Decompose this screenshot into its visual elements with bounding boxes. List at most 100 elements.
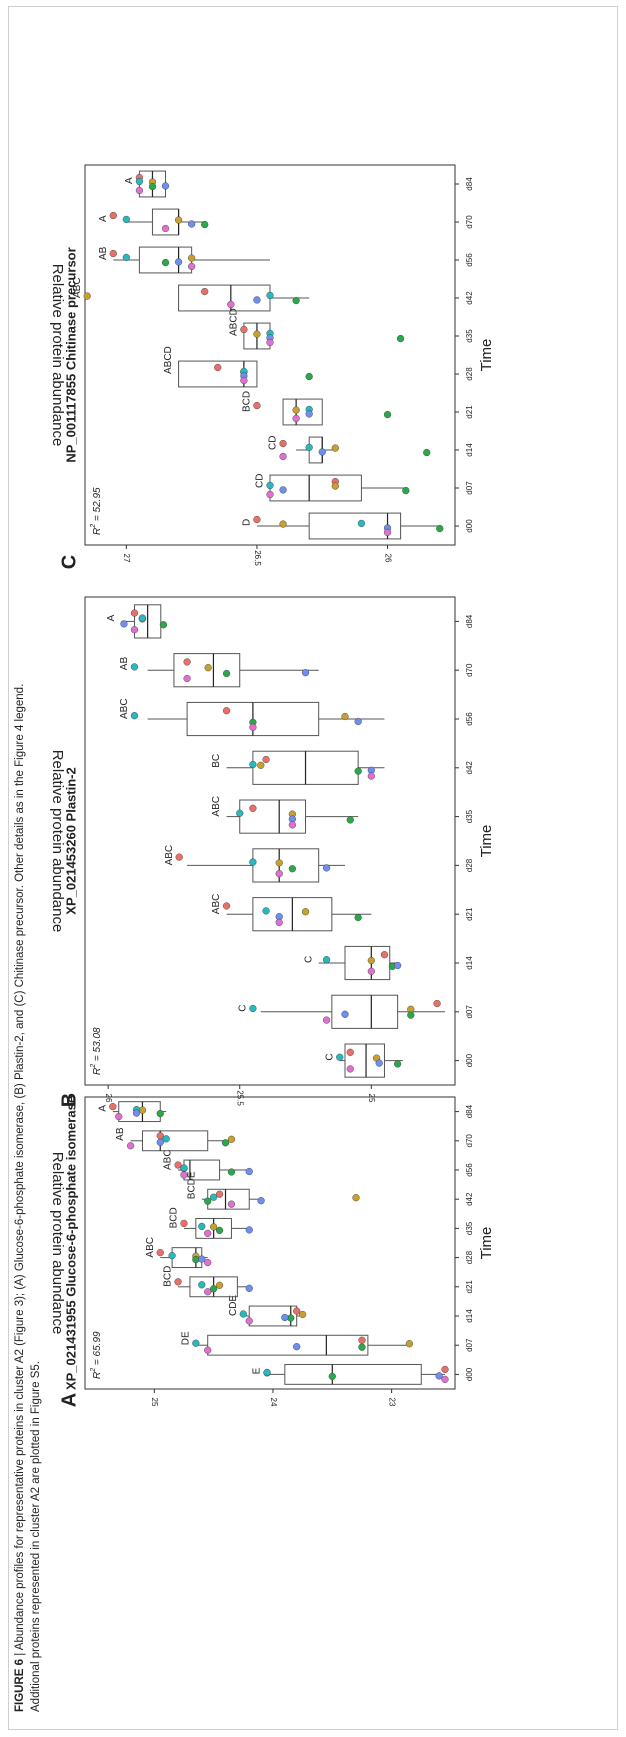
box-d00: E xyxy=(252,1363,449,1385)
data-point xyxy=(266,490,274,499)
x-tick-label: d56 xyxy=(465,712,474,726)
y-tick-label: 24 xyxy=(269,1398,278,1407)
significance-letter: ABC xyxy=(211,796,222,817)
significance-letter: D xyxy=(242,519,253,526)
data-point xyxy=(138,614,146,622)
data-point xyxy=(341,1010,349,1018)
data-point xyxy=(239,1310,247,1318)
data-point xyxy=(168,1252,176,1260)
data-point xyxy=(383,528,392,537)
box-iqr xyxy=(239,799,307,834)
data-point xyxy=(201,220,209,229)
significance-letter: A xyxy=(106,614,117,621)
y-tick-label: 25 xyxy=(150,1398,159,1407)
data-point xyxy=(227,1135,236,1143)
data-point xyxy=(263,1368,271,1377)
data-point xyxy=(253,515,261,524)
r2-value: = 53.08 xyxy=(92,1027,103,1064)
y-tick-label: 26.5 xyxy=(253,550,262,566)
y-axis-title: Relative protein abundance xyxy=(49,1152,66,1335)
data-point xyxy=(257,1197,265,1205)
data-point xyxy=(354,913,362,922)
data-point xyxy=(354,767,362,775)
data-point xyxy=(435,1372,443,1380)
data-point xyxy=(257,761,265,769)
data-point xyxy=(188,254,196,262)
x-tick-label: d56 xyxy=(465,1163,474,1177)
x-tick-label: d14 xyxy=(465,956,474,970)
chart-title: XP_021431955 Glucose-6-phosphate isomera… xyxy=(63,1096,78,1390)
significance-letter: CD xyxy=(255,474,266,488)
data-point xyxy=(135,177,144,186)
box-d84: A xyxy=(97,1101,167,1123)
box-d35: ABCD xyxy=(229,308,405,350)
data-point xyxy=(405,1340,414,1348)
data-point xyxy=(249,858,257,866)
data-point xyxy=(188,262,196,271)
data-point xyxy=(380,951,389,959)
data-point xyxy=(240,376,248,385)
data-point xyxy=(367,772,375,780)
data-point xyxy=(210,1193,218,1201)
significance-letter: ABC xyxy=(163,1149,174,1170)
box-d28: ABCD xyxy=(163,346,313,388)
significance-letter: ABC xyxy=(145,1237,156,1258)
significance-letter: CD xyxy=(268,436,279,450)
data-point xyxy=(204,1288,212,1296)
x-tick-label: d07 xyxy=(465,1338,474,1352)
significance-letter: C xyxy=(303,956,314,963)
box-iqr xyxy=(331,994,399,1029)
panel-letter: C xyxy=(58,555,80,569)
data-point xyxy=(148,182,157,191)
data-point xyxy=(204,1229,212,1237)
x-tick-label: d84 xyxy=(465,614,474,628)
data-point xyxy=(245,1284,253,1292)
data-point xyxy=(383,410,392,419)
y-tick-label: 23 xyxy=(388,1398,397,1407)
significance-letter: A xyxy=(98,215,109,222)
panel-a: 23 24 25 d00 d07 d14 d21 d28 d35 d42 d56 d70 d84 Rela… xyxy=(49,1096,495,1407)
data-point xyxy=(115,1112,123,1121)
y-tick-label: 26 xyxy=(104,1094,113,1103)
data-point xyxy=(441,1375,449,1383)
data-point xyxy=(188,220,196,228)
data-point xyxy=(236,809,244,817)
chart-title: XP_021453260 Plastin-2 xyxy=(63,767,78,914)
data-point xyxy=(130,712,139,720)
data-point xyxy=(292,296,300,305)
significance-letter: CDE xyxy=(228,1295,239,1316)
data-point xyxy=(305,372,313,381)
significance-letter: BCD xyxy=(169,1207,180,1228)
panel-b: 25 25.5 26 d00 d07 d14 d21 d28 d35 d42 d56 d70 d84 Re… xyxy=(49,596,495,1107)
data-point xyxy=(305,443,313,452)
data-point xyxy=(352,1194,360,1202)
data-point xyxy=(346,1065,354,1073)
r2-symbol: R xyxy=(92,1372,103,1379)
data-point xyxy=(433,999,441,1008)
box-iqr xyxy=(308,512,402,540)
data-point xyxy=(293,1307,301,1315)
x-axis-title: Time xyxy=(478,339,495,372)
data-point xyxy=(249,1004,257,1013)
data-point xyxy=(396,334,405,343)
data-point xyxy=(245,1167,253,1176)
x-tick-label: d14 xyxy=(465,443,474,457)
data-point xyxy=(262,755,270,764)
data-point xyxy=(367,956,375,965)
data-point xyxy=(130,609,139,617)
box-d14: CD xyxy=(268,436,431,464)
data-point xyxy=(346,816,354,824)
box-d42: ABC xyxy=(72,277,310,312)
data-point xyxy=(120,620,128,628)
data-point xyxy=(266,338,274,347)
x-tick-label: d14 xyxy=(465,1309,474,1323)
box-iqr xyxy=(344,1043,385,1078)
significance-letter: BC xyxy=(211,754,222,768)
data-point xyxy=(245,1226,253,1234)
panel-letter: A xyxy=(58,1393,80,1407)
box-d14: CDE xyxy=(228,1295,307,1327)
x-tick-label: d28 xyxy=(465,858,474,872)
data-point xyxy=(210,1223,218,1231)
significance-letter: ABCD xyxy=(229,308,240,336)
